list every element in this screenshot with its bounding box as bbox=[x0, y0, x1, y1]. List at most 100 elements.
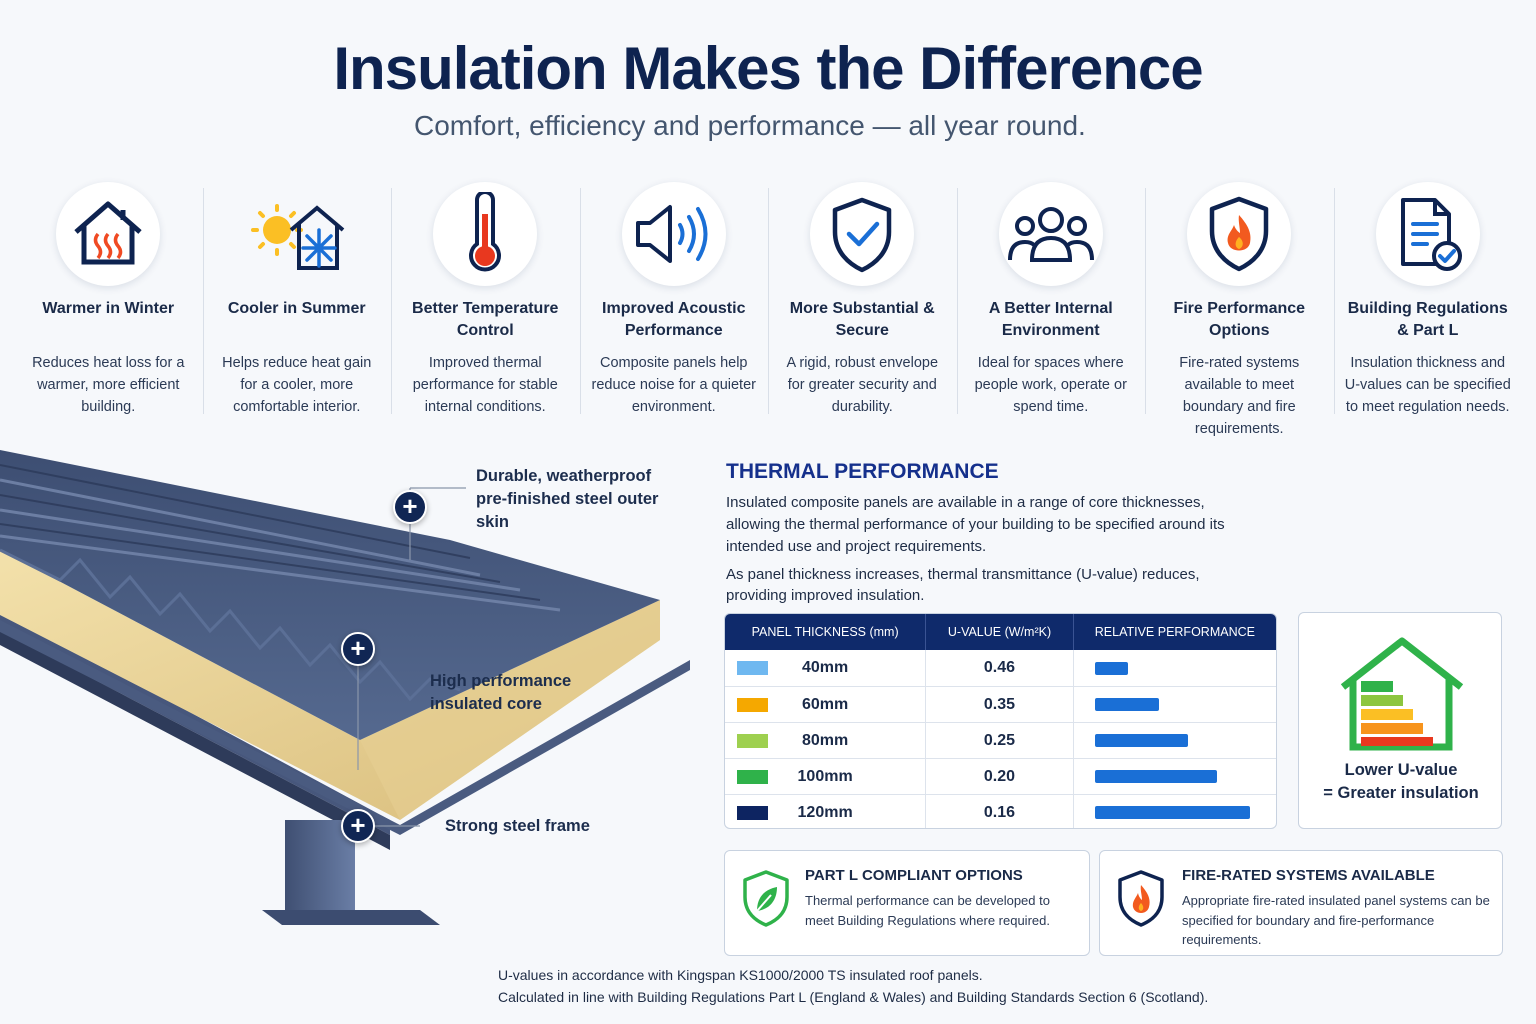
lower-uvalue-text: Lower U-value = Greater insulation bbox=[1299, 759, 1503, 805]
house-heat-icon bbox=[56, 182, 161, 286]
card-text: Appropriate fire-rated insulated panel s… bbox=[1182, 893, 1490, 947]
feature-title: Cooler in Summer bbox=[227, 300, 366, 317]
sun-snowflake-icon bbox=[245, 182, 349, 286]
table-header: PANEL THICKNESS (mm) U-VALUE (W/m²K) REL… bbox=[725, 614, 1276, 650]
fire-shield-icon bbox=[1187, 182, 1292, 286]
footnote-line-1: U-values in accordance with Kingspan KS1… bbox=[498, 967, 983, 983]
feature-title: Building Regulations & Part L bbox=[1347, 300, 1508, 339]
shield-check-icon bbox=[810, 182, 915, 286]
header-performance: RELATIVE PERFORMANCE bbox=[1072, 614, 1276, 650]
thickness-value: 120mm bbox=[797, 803, 853, 821]
feature-acoustic: Improved Acoustic Performance Composite … bbox=[579, 178, 769, 440]
table-row: 40mm 0.46 bbox=[725, 650, 1276, 686]
feature-cooler-summer: Cooler in Summer Helps reduce heat gain … bbox=[202, 178, 392, 440]
performance-cell bbox=[1072, 722, 1276, 759]
table-body: 40mm 0.46 60mm 0.35 80mm 0.25 100mm 0.20 120mm 0.… bbox=[725, 650, 1276, 829]
thickness-value: 80mm bbox=[801, 731, 849, 749]
thermal-paragraph-1: Insulated composite panels are available… bbox=[726, 494, 1225, 555]
feature-desc: A rigid, robust envelope for greater sec… bbox=[786, 355, 939, 415]
header-uvalue: U-VALUE (W/m²K) bbox=[925, 614, 1072, 650]
document-check-icon bbox=[1375, 182, 1480, 286]
page-subtitle: Comfort, efficiency and performance — al… bbox=[414, 110, 1086, 141]
thermometer-icon bbox=[433, 182, 538, 286]
table-row: 60mm 0.35 bbox=[725, 686, 1276, 723]
table-row: 100mm 0.20 bbox=[725, 758, 1276, 795]
fire-rated-card: FIRE-RATED SYSTEMS AVAILABLE Appropriate… bbox=[1099, 850, 1503, 956]
lower-uvalue-line-1: Lower U-value bbox=[1344, 761, 1458, 779]
feature-building-regulations: Building Regulations & Part L Insulation… bbox=[1333, 178, 1523, 440]
table-row: 120mm 0.16 bbox=[725, 794, 1276, 829]
feature-title: Warmer in Winter bbox=[42, 300, 175, 317]
callout-steel-frame: Strong steel frame bbox=[445, 817, 590, 835]
page-title: Insulation Makes the Difference bbox=[333, 35, 1203, 102]
callout-marker-core[interactable]: + bbox=[341, 632, 375, 666]
performance-cell bbox=[1072, 758, 1276, 795]
thickness-cell: 60mm bbox=[725, 687, 925, 723]
people-icon bbox=[998, 182, 1103, 286]
performance-bar bbox=[1094, 806, 1250, 819]
thickness-cell: 120mm bbox=[725, 795, 925, 829]
thickness-swatch bbox=[737, 733, 768, 748]
insulated-panel-illustration bbox=[0, 450, 690, 925]
feature-secure: More Substantial & Secure A rigid, robus… bbox=[768, 178, 957, 440]
feature-desc: Helps reduce heat gain for a cooler, mor… bbox=[222, 355, 372, 415]
thickness-swatch bbox=[737, 769, 768, 784]
thickness-swatch bbox=[737, 805, 768, 820]
fire-shield-icon bbox=[1118, 870, 1164, 927]
thickness-value: 100mm bbox=[797, 767, 853, 785]
feature-title: Better Temperature Control bbox=[412, 300, 559, 339]
feature-warmer-winter: Warmer in Winter Reduces heat loss for a… bbox=[14, 178, 203, 440]
thickness-cell: 40mm bbox=[725, 650, 925, 686]
performance-bar bbox=[1094, 770, 1217, 783]
feature-internal-environment: A Better Internal Environment Ideal for … bbox=[956, 178, 1146, 440]
feature-desc: Ideal for spaces where people work, oper… bbox=[974, 355, 1127, 415]
speaker-icon bbox=[621, 182, 726, 286]
feature-title: Fire Performance Options bbox=[1173, 300, 1306, 339]
feature-desc: Improved thermal performance for stable … bbox=[412, 355, 558, 415]
performance-cell bbox=[1072, 686, 1276, 723]
thickness-swatch bbox=[737, 661, 768, 675]
callout-outer-skin: Durable, weatherproof pre-finished steel… bbox=[476, 467, 659, 531]
card-title: PART L COMPLIANT OPTIONS bbox=[805, 867, 1023, 884]
feature-desc: Insulation thickness and U-values can be… bbox=[1344, 355, 1511, 415]
card-title: FIRE-RATED SYSTEMS AVAILABLE bbox=[1182, 867, 1435, 884]
footnote-line-2: Calculated in line with Building Regulat… bbox=[498, 989, 1209, 1005]
callout-marker-outer-skin[interactable]: + bbox=[393, 490, 427, 524]
thickness-cell: 80mm bbox=[725, 723, 925, 759]
thickness-value: 60mm bbox=[801, 695, 849, 713]
performance-cell bbox=[1072, 794, 1276, 828]
uvalue-cell: 0.20 bbox=[925, 758, 1072, 795]
table-row: 80mm 0.25 bbox=[725, 722, 1276, 759]
performance-bar bbox=[1094, 734, 1188, 747]
callout-insulated-core: High performance insulated core bbox=[430, 672, 572, 713]
header-thickness: PANEL THICKNESS (mm) bbox=[751, 625, 899, 639]
thermal-heading: THERMAL PERFORMANCE bbox=[726, 460, 999, 483]
energy-rating-house-icon bbox=[1340, 637, 1464, 751]
performance-cell bbox=[1072, 650, 1276, 686]
thickness-value: 40mm bbox=[801, 659, 849, 676]
callout-marker-frame[interactable]: + bbox=[341, 809, 375, 843]
thickness-swatch bbox=[737, 697, 768, 712]
performance-bar bbox=[1094, 698, 1159, 711]
feature-title: Improved Acoustic Performance bbox=[602, 300, 746, 339]
uvalue-cell: 0.35 bbox=[925, 686, 1072, 723]
lower-uvalue-line-2: = Greater insulation bbox=[1323, 784, 1479, 802]
performance-bar bbox=[1094, 661, 1128, 675]
feature-fire-performance: Fire Performance Options Fire-rated syst… bbox=[1145, 178, 1334, 440]
footnote: U-values in accordance with Kingspan KS1… bbox=[498, 964, 1208, 1008]
feature-desc: Fire-rated systems available to meet bou… bbox=[1179, 355, 1300, 437]
uvalue-cell: 0.16 bbox=[925, 794, 1072, 828]
feature-title: More Substantial & Secure bbox=[789, 300, 935, 339]
feature-desc: Reduces heat loss for a warmer, more eff… bbox=[32, 355, 185, 415]
part-l-card: PART L COMPLIANT OPTIONS Thermal perform… bbox=[724, 850, 1090, 956]
feature-row: Warmer in Winter Reduces heat loss for a… bbox=[14, 178, 1522, 440]
uvalue-cell: 0.25 bbox=[925, 722, 1072, 759]
card-text: Thermal performance can be developed to … bbox=[805, 893, 1050, 928]
lower-uvalue-card: Lower U-value = Greater insulation bbox=[1298, 612, 1502, 829]
feature-desc: Composite panels help reduce noise for a… bbox=[591, 355, 756, 415]
feature-temperature-control: Better Temperature Control Improved ther… bbox=[391, 178, 580, 440]
thermal-paragraph-2: As panel thickness increases, thermal tr… bbox=[726, 566, 1200, 604]
uvalue-cell: 0.46 bbox=[925, 650, 1072, 686]
leaf-shield-icon bbox=[743, 870, 789, 927]
thermal-table: PANEL THICKNESS (mm) U-VALUE (W/m²K) REL… bbox=[724, 613, 1277, 829]
